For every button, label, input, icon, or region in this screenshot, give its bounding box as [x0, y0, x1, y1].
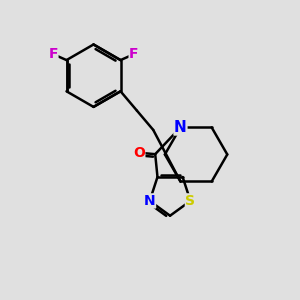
Text: F: F [48, 47, 58, 61]
Text: N: N [174, 120, 187, 135]
Text: S: S [185, 194, 195, 208]
Text: O: O [133, 146, 145, 160]
Text: F: F [129, 47, 139, 61]
Text: N: N [144, 194, 155, 208]
